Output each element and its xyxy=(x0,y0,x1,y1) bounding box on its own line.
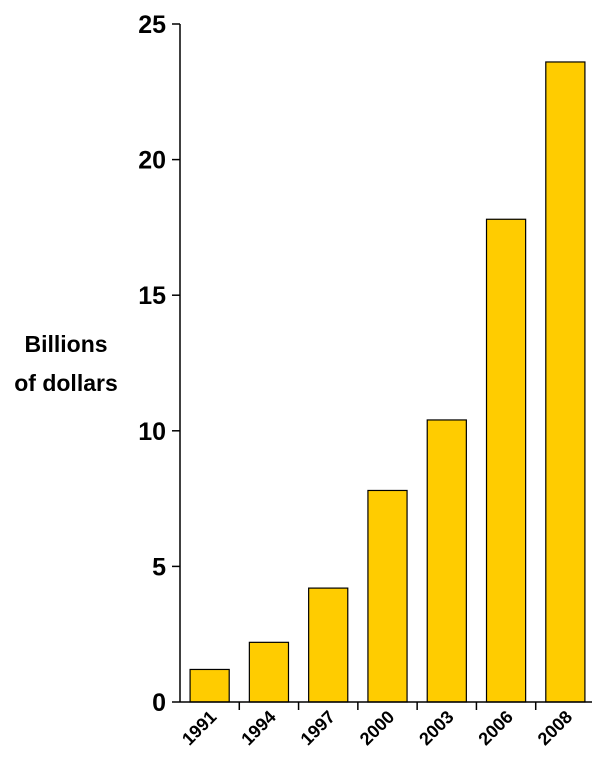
y-tick-label: 15 xyxy=(138,282,166,310)
bar-1994 xyxy=(248,641,290,703)
y-tick-label: 25 xyxy=(138,11,166,39)
x-axis-ticks: 1991 1994 1997 2000 2003 2006 2008 xyxy=(178,702,576,749)
x-tick-label: 2008 xyxy=(534,707,576,749)
x-tick-label: 1994 xyxy=(237,707,279,749)
y-tick-label: 0 xyxy=(152,689,166,717)
y-axis-label-line-1: Billions xyxy=(24,331,107,357)
bar-1991 xyxy=(189,668,230,703)
y-tick-label: 20 xyxy=(138,147,166,175)
bar-2008 xyxy=(545,61,586,703)
x-tick-label: 2000 xyxy=(356,707,398,749)
y-axis-ticks: 0 5 10 15 20 25 xyxy=(138,11,180,717)
bars-group xyxy=(189,61,586,703)
x-tick-label: 1997 xyxy=(297,707,339,749)
bar-2006 xyxy=(485,218,527,703)
bar-1997 xyxy=(308,587,349,703)
y-tick-label: 10 xyxy=(138,418,166,446)
bar-2000 xyxy=(367,489,408,703)
y-tick-label: 5 xyxy=(152,553,166,581)
x-tick-label: 1991 xyxy=(178,707,220,749)
x-tick-label: 2006 xyxy=(474,707,516,749)
x-tick-label: 2003 xyxy=(415,707,457,749)
y-axis-label-line-2: of dollars xyxy=(14,370,118,396)
bar-2003 xyxy=(426,419,467,703)
